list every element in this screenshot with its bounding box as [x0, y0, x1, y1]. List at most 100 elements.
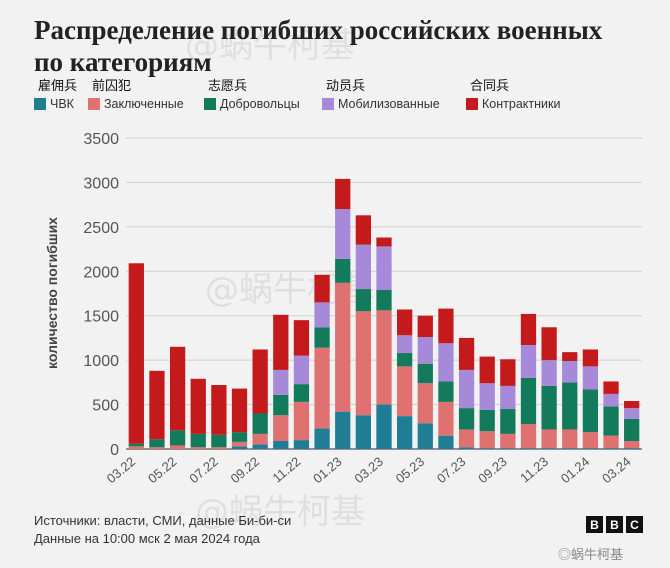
bar-segment [603, 406, 619, 436]
bar-segment [582, 389, 599, 433]
bar-segment [335, 178, 351, 210]
x-tick-label: 01.24 [558, 454, 593, 486]
bar-segment [252, 413, 268, 434]
x-tick-label: 03.24 [599, 454, 634, 486]
x-tick-label: 01.23 [310, 454, 345, 486]
bar-segment [562, 352, 578, 362]
legend-swatch [466, 98, 478, 110]
bar-segment [355, 215, 371, 245]
bar-segment [252, 433, 268, 445]
legend-item-prisoners: 前囚犯 Заключенные [88, 78, 184, 111]
bar-segment [438, 435, 454, 449]
bar-segment [520, 448, 537, 449]
bars [128, 178, 640, 449]
bar-segment [520, 313, 537, 346]
bar-segment [293, 401, 310, 441]
bar-segment [335, 209, 351, 259]
bar-segment [458, 429, 475, 448]
bar-segment [624, 418, 640, 442]
bar-segment [500, 385, 516, 410]
bar-segment [541, 429, 557, 449]
bar-segment [582, 366, 599, 390]
bar-segment [149, 447, 165, 449]
bar-segment [417, 337, 433, 364]
bar-segment [603, 448, 619, 449]
y-tick-label: 0 [110, 442, 119, 459]
bbc-logo-letter: C [626, 516, 643, 533]
bar-segment [149, 439, 165, 448]
bar-segment [582, 448, 599, 449]
y-tick-labels: 0 500 1000 1500 2000 2500 3000 3500 [83, 131, 119, 459]
legend-cn-label: 志愿兵 [208, 78, 248, 93]
weibo-watermark: ◎蜗牛柯基 [558, 547, 624, 562]
bar-segment [335, 282, 351, 412]
bar-segment [520, 424, 537, 449]
bar-segment [231, 388, 248, 433]
bar-segment [128, 443, 144, 447]
bar-segment [624, 441, 640, 449]
bar-segment [376, 404, 392, 449]
bar-segment [624, 448, 640, 449]
y-tick-label: 2000 [83, 264, 119, 281]
bar-segment [128, 263, 144, 444]
bar-segment [169, 346, 186, 431]
bar-segment [603, 435, 619, 449]
bar-segment [314, 327, 330, 348]
bar-segment [438, 401, 454, 436]
bar-segment [603, 393, 619, 407]
x-tick-label: 11.23 [517, 454, 551, 486]
bar-segment [376, 310, 392, 405]
bar-segment [479, 356, 495, 384]
bar-segment [500, 433, 516, 449]
bar-segment [479, 383, 495, 410]
bar-segment [314, 274, 330, 303]
bar-segment [500, 409, 516, 434]
legend: 雇佣兵 ЧВК 前囚犯 Заключенные 志愿兵 Добровольцы … [34, 78, 654, 118]
bar-segment [314, 428, 330, 449]
bar-segment [458, 337, 475, 370]
legend-swatch [34, 98, 46, 110]
bar-segment [562, 361, 578, 383]
legend-item-pmc: 雇佣兵 ЧВК [34, 78, 77, 111]
footer-sources: Источники: власти, СМИ, данные Би-би-си [34, 513, 292, 528]
legend-label: Мобилизованные [338, 97, 440, 111]
bar-segment [355, 415, 371, 449]
y-tick-label: 1500 [83, 309, 119, 326]
bar-segment [355, 289, 371, 312]
bar-segment [458, 369, 475, 409]
bar-segment [500, 359, 516, 386]
bar-segment [458, 447, 475, 449]
bar-segment [397, 416, 413, 449]
legend-label: Заключенные [104, 97, 184, 111]
bar-segment [520, 345, 537, 378]
bar-segment [603, 381, 619, 394]
bar-segment [500, 448, 516, 449]
bar-segment [417, 383, 433, 424]
legend-item-mobilized: 动员兵 Мобилизованные [322, 78, 440, 111]
bar-segment [293, 355, 310, 385]
bar-segment [252, 349, 268, 414]
bar-segment [293, 384, 310, 402]
bar-segment [273, 369, 289, 395]
bar-segment [624, 401, 640, 409]
bar-segment [335, 411, 351, 449]
x-tick-label: 09.23 [475, 454, 510, 486]
bar-segment [397, 353, 413, 367]
x-tick-label: 11.22 [270, 454, 304, 486]
legend-label: ЧВК [50, 97, 74, 111]
bar-segment [438, 343, 454, 382]
bar-segment [169, 430, 186, 446]
bar-segment [417, 363, 433, 384]
bar-segment [231, 441, 248, 447]
y-tick-label: 1000 [83, 353, 119, 370]
bar-segment [211, 434, 227, 448]
bar-segment [541, 360, 557, 386]
bar-segment [397, 335, 413, 354]
bar-segment [479, 448, 495, 449]
bar-segment [231, 446, 248, 449]
legend-item-volunteers: 志愿兵 Добровольцы [204, 78, 300, 111]
bar-segment [624, 408, 640, 419]
bar-segment [190, 447, 206, 449]
bar-segment [582, 349, 599, 367]
